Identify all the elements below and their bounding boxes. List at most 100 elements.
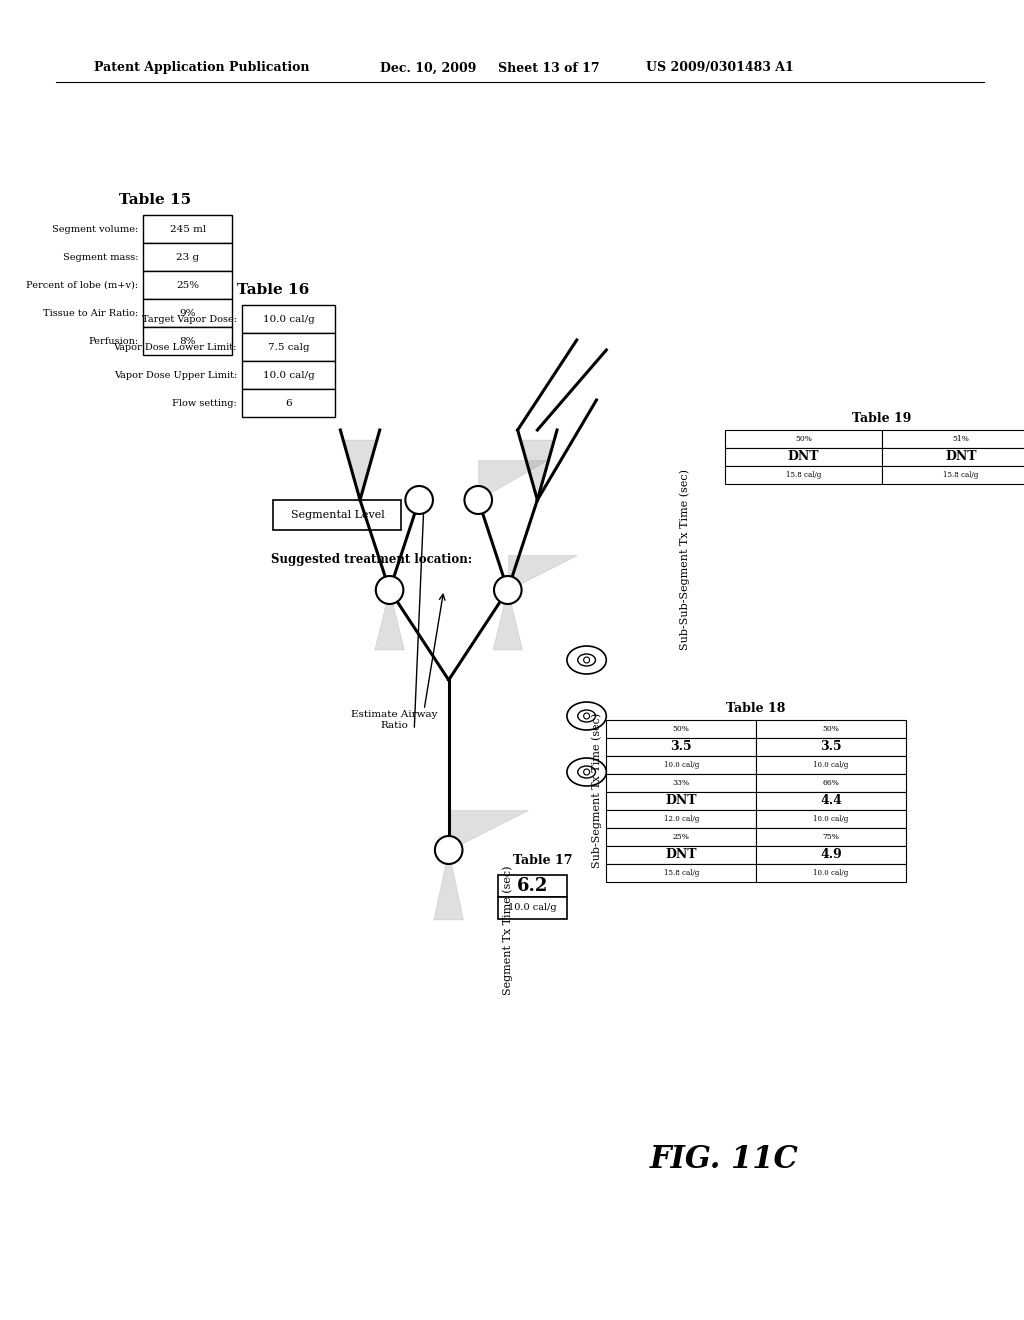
- Bar: [606, 828, 756, 846]
- Bar: [242, 389, 336, 417]
- Circle shape: [406, 486, 433, 513]
- Text: Segment mass:: Segment mass:: [62, 252, 138, 261]
- Circle shape: [435, 836, 463, 865]
- Bar: [606, 846, 756, 865]
- Text: 10.0 cal/g: 10.0 cal/g: [813, 762, 849, 770]
- Bar: [606, 756, 756, 774]
- Text: Segment Tx Time (sec): Segment Tx Time (sec): [503, 865, 513, 995]
- Bar: [498, 875, 567, 898]
- Polygon shape: [478, 459, 547, 500]
- Circle shape: [465, 486, 493, 513]
- Text: Patent Application Publication: Patent Application Publication: [94, 62, 309, 74]
- Polygon shape: [522, 440, 552, 500]
- Text: Table 15: Table 15: [119, 193, 191, 207]
- Bar: [725, 447, 882, 466]
- Bar: [882, 447, 1024, 466]
- Circle shape: [584, 713, 590, 719]
- Bar: [606, 810, 756, 828]
- Text: 10.0 cal/g: 10.0 cal/g: [664, 762, 698, 770]
- Text: Dec. 10, 2009: Dec. 10, 2009: [380, 62, 476, 74]
- Text: 245 ml: 245 ml: [170, 224, 206, 234]
- Text: Table 19: Table 19: [852, 412, 911, 425]
- Ellipse shape: [567, 645, 606, 675]
- Bar: [606, 792, 756, 810]
- Text: DNT: DNT: [666, 849, 697, 862]
- Bar: [882, 466, 1024, 484]
- Polygon shape: [508, 554, 577, 590]
- Bar: [242, 333, 336, 360]
- Text: Segmental Level: Segmental Level: [291, 510, 384, 520]
- Text: 12.0 cal/g: 12.0 cal/g: [664, 814, 698, 822]
- Bar: [725, 466, 882, 484]
- Text: 4.4: 4.4: [820, 795, 842, 808]
- Polygon shape: [449, 810, 527, 850]
- Bar: [242, 305, 336, 333]
- Text: 6: 6: [286, 399, 292, 408]
- Text: 3.5: 3.5: [671, 741, 692, 754]
- Text: 8%: 8%: [179, 337, 196, 346]
- Circle shape: [584, 657, 590, 663]
- Bar: [606, 738, 756, 756]
- Text: 10.0 cal/g: 10.0 cal/g: [813, 869, 849, 876]
- Text: Table 17: Table 17: [513, 854, 572, 866]
- Text: 25%: 25%: [673, 833, 689, 841]
- Circle shape: [584, 770, 590, 775]
- Text: Sub-Sub-Segment Tx Time (sec): Sub-Sub-Segment Tx Time (sec): [680, 470, 690, 651]
- Text: Table 18: Table 18: [726, 701, 785, 714]
- Text: 3.5: 3.5: [820, 741, 842, 754]
- Bar: [498, 898, 567, 919]
- Text: 10.0 cal/g: 10.0 cal/g: [263, 314, 314, 323]
- Text: 15.8 cal/g: 15.8 cal/g: [943, 471, 979, 479]
- Text: 33%: 33%: [673, 779, 690, 787]
- Text: Flow setting:: Flow setting:: [172, 399, 237, 408]
- Text: Table 16: Table 16: [238, 282, 309, 297]
- Bar: [756, 828, 906, 846]
- Bar: [756, 865, 906, 882]
- Text: 51%: 51%: [952, 436, 970, 444]
- Polygon shape: [345, 440, 375, 500]
- Bar: [756, 792, 906, 810]
- Text: 15.8 cal/g: 15.8 cal/g: [785, 471, 821, 479]
- Text: Suggested treatment location:: Suggested treatment location:: [271, 553, 472, 566]
- Ellipse shape: [578, 710, 596, 722]
- Ellipse shape: [578, 653, 596, 667]
- Text: 6.2: 6.2: [517, 876, 548, 895]
- Text: Percent of lobe (m+v):: Percent of lobe (m+v):: [27, 281, 138, 289]
- Polygon shape: [375, 590, 404, 649]
- Text: 15.8 cal/g: 15.8 cal/g: [664, 869, 698, 876]
- Text: 4.9: 4.9: [820, 849, 842, 862]
- Bar: [756, 756, 906, 774]
- Text: Target Vapor Dose:: Target Vapor Dose:: [142, 314, 237, 323]
- Text: 66%: 66%: [822, 779, 840, 787]
- Bar: [756, 810, 906, 828]
- Text: Vapor Dose Lower Limit:: Vapor Dose Lower Limit:: [114, 342, 237, 351]
- Bar: [756, 719, 906, 738]
- Text: Sub-Segment Tx Time (sec): Sub-Segment Tx Time (sec): [591, 713, 602, 867]
- Text: 7.5 calg: 7.5 calg: [268, 342, 309, 351]
- Text: 23 g: 23 g: [176, 252, 200, 261]
- Polygon shape: [434, 850, 464, 920]
- Bar: [143, 327, 232, 355]
- Text: 10.0 cal/g: 10.0 cal/g: [508, 903, 557, 912]
- Bar: [606, 865, 756, 882]
- Circle shape: [376, 576, 403, 605]
- Bar: [882, 430, 1024, 447]
- Ellipse shape: [578, 766, 596, 777]
- Text: 50%: 50%: [822, 725, 840, 733]
- Bar: [606, 719, 756, 738]
- Text: Perfusion:: Perfusion:: [88, 337, 138, 346]
- Text: 50%: 50%: [795, 436, 812, 444]
- Bar: [725, 430, 882, 447]
- Text: Segment volume:: Segment volume:: [52, 224, 138, 234]
- Ellipse shape: [567, 758, 606, 785]
- Text: DNT: DNT: [787, 450, 819, 463]
- Bar: [756, 738, 906, 756]
- Text: 25%: 25%: [176, 281, 200, 289]
- Bar: [756, 774, 906, 792]
- Text: 9%: 9%: [179, 309, 196, 318]
- Bar: [143, 243, 232, 271]
- Bar: [273, 500, 401, 531]
- Text: 10.0 cal/g: 10.0 cal/g: [263, 371, 314, 380]
- Bar: [143, 215, 232, 243]
- Bar: [606, 774, 756, 792]
